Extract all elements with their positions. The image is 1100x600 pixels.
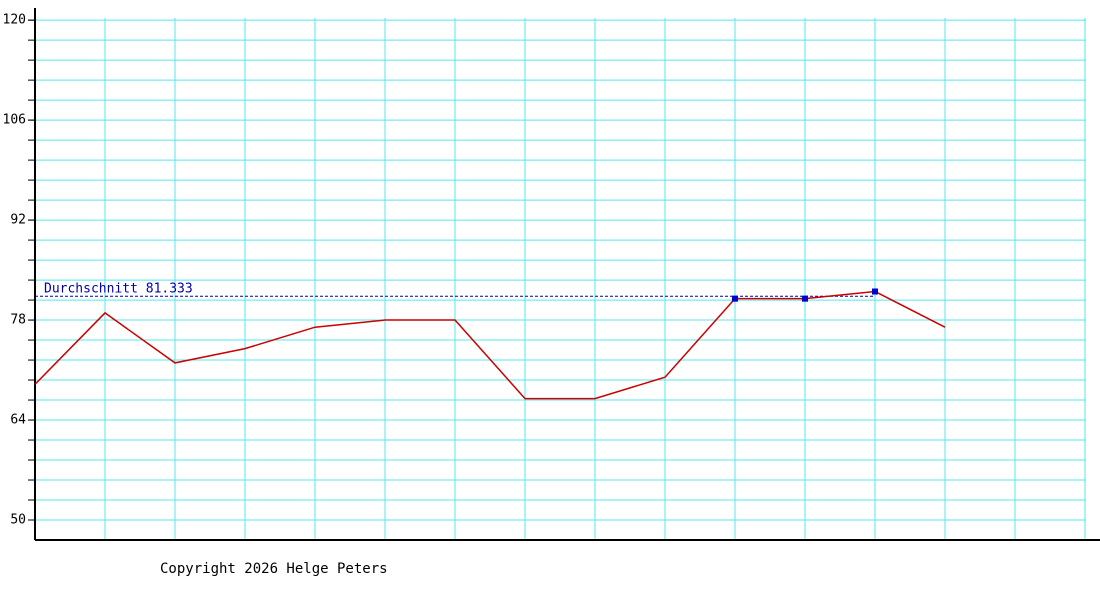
- y-tick-label: 120: [3, 13, 26, 28]
- y-tick-label: 106: [3, 113, 26, 128]
- series-line: [34, 290, 946, 400]
- y-tick-label: 92: [10, 213, 26, 228]
- average-value: 81.333: [146, 281, 193, 296]
- highlight-point: [802, 295, 808, 302]
- y-tick-label: 64: [10, 413, 26, 428]
- y-tick-label: 78: [10, 313, 26, 328]
- y-tick-label: 50: [10, 513, 26, 528]
- footer: Copyright 2026 Helge Peters: [160, 561, 388, 577]
- average-name: Durchschnitt: [44, 281, 138, 296]
- average-label: Durchschnitt 81.333: [44, 281, 193, 296]
- highlight-point: [732, 295, 738, 302]
- highlight-point: [872, 288, 878, 295]
